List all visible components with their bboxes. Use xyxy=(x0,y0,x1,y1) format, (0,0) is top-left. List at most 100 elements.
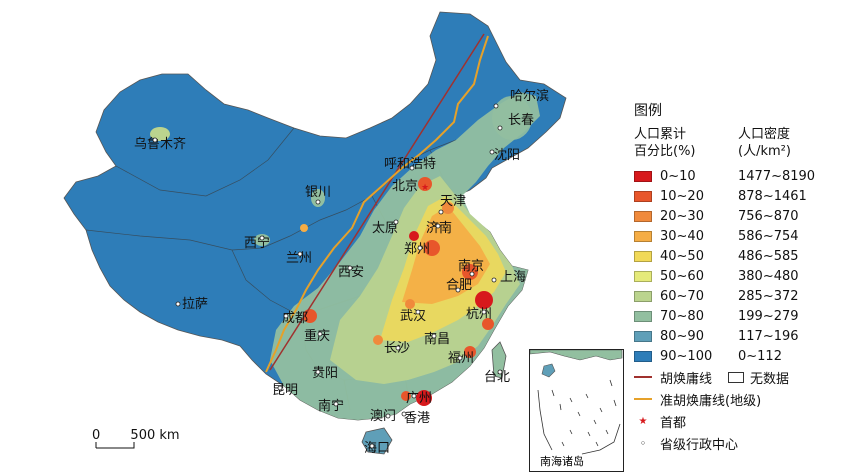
legend-provincial-center: ◦ 省级行政中心 xyxy=(634,432,850,454)
legend-row: 10~20 878~1461 xyxy=(634,186,850,206)
legend-density: 199~279 xyxy=(738,308,799,324)
inset-label: 南海诸岛 xyxy=(540,455,584,468)
urumqi-patch xyxy=(150,127,170,141)
scale-distance: 500 km xyxy=(130,428,180,443)
provincial-centre-markers xyxy=(152,103,503,449)
inset-islands xyxy=(537,379,621,455)
city-wuhan: 武汉 xyxy=(400,309,426,324)
legend-pct: 0~10 xyxy=(660,168,696,184)
legend-density: 285~372 xyxy=(738,288,799,304)
legend-header: 人口累计 百分比(%) 人口密度 (人/km²) xyxy=(634,126,850,160)
city-hongkong: 香港 xyxy=(404,411,430,426)
city-xining: 西宁 xyxy=(244,235,270,251)
city-urumqi: 乌鲁木齐 xyxy=(134,136,186,152)
city-beijing: 北京 xyxy=(392,179,418,194)
legend-pct: 50~60 xyxy=(660,268,704,284)
yinchuan-patch xyxy=(311,189,325,207)
legend-rows: 0~10 1477~8190 10~20 878~1461 20~30 756~870 30… xyxy=(634,166,850,366)
city-hefei: 合肥 xyxy=(446,278,472,293)
city-lhasa: 拉萨 xyxy=(182,297,208,312)
city-hohhot: 呼和浩特 xyxy=(384,157,436,172)
legend-swatch xyxy=(634,330,652,342)
legend-row: 70~80 199~279 xyxy=(634,306,850,326)
city-xian: 西安 xyxy=(338,265,364,280)
scale-zero: 0 xyxy=(92,428,101,443)
legend-row: 90~100 0~112 xyxy=(634,346,850,366)
legend-density: 380~480 xyxy=(738,268,799,284)
city-shanghai: 上海 xyxy=(500,270,526,285)
city-taipei: 台北 xyxy=(484,370,510,385)
legend-capital: ★ 首都 xyxy=(634,410,850,432)
quasi-hu-line xyxy=(265,35,489,373)
city-guangzhou: 广州 xyxy=(406,391,432,406)
city-harbin: 哈尔滨 xyxy=(510,88,549,104)
legend-swatch xyxy=(634,250,652,262)
city-chengdu: 成都 xyxy=(282,311,308,326)
provincial-center-icon: ◦ xyxy=(639,436,647,450)
capital-star-icon: ★ xyxy=(638,415,648,427)
city-nanning: 南宁 xyxy=(318,398,344,414)
capital-star: ★ xyxy=(421,183,429,193)
legend-title: 图例 xyxy=(634,103,662,119)
south-china-sea-inset: 南海诸岛 xyxy=(529,349,624,472)
legend-pct: 10~20 xyxy=(660,188,704,204)
legend-density: 1477~8190 xyxy=(738,168,816,184)
legend-row: 80~90 117~196 xyxy=(634,326,850,346)
legend-row: 0~10 1477~8190 xyxy=(634,166,850,186)
city-guiyang: 贵阳 xyxy=(312,366,338,381)
inset-hainan xyxy=(541,363,556,378)
city-taiyuan: 太原 xyxy=(372,221,398,236)
no-data-swatch xyxy=(728,371,745,383)
legend-density: 756~870 xyxy=(738,208,799,224)
quasi-line-label: 准胡焕庸线(地级) xyxy=(660,393,762,409)
legend-hu-line: 胡焕庸线 无数据 xyxy=(634,366,850,388)
city-yinchuan: 银川 xyxy=(305,185,331,200)
legend-swatch xyxy=(634,190,652,202)
inset-map xyxy=(529,349,623,455)
inset-coast xyxy=(529,349,623,361)
legend-quasi-line: 准胡焕庸线(地级) xyxy=(634,388,850,410)
legend-pct: 60~70 xyxy=(660,288,704,304)
legend-swatch xyxy=(634,310,652,322)
high-density-spots xyxy=(300,177,494,406)
no-data-label: 无数据 xyxy=(750,371,790,387)
taiwan-island xyxy=(491,341,507,379)
legend-density: 486~585 xyxy=(738,248,799,264)
legend-col-density-header: 人口密度 (人/km²) xyxy=(738,127,791,159)
legend-density: 117~196 xyxy=(738,328,799,344)
city-haikou: 海口 xyxy=(364,441,390,456)
scale-bar xyxy=(95,442,135,449)
hainan-island xyxy=(361,427,393,455)
legend-row: 50~60 380~480 xyxy=(634,266,850,286)
hu-line-swatch xyxy=(634,376,652,378)
city-lanzhou: 兰州 xyxy=(286,251,312,266)
legend-row: 30~40 586~754 xyxy=(634,226,850,246)
legend-row: 40~50 486~585 xyxy=(634,246,850,266)
legend-col-pct-header: 人口累计 百分比(%) xyxy=(634,127,696,159)
legend-swatch xyxy=(634,170,652,182)
legend-swatch xyxy=(634,210,652,222)
city-nanjing: 南京 xyxy=(458,258,484,274)
city-zhengzhou: 郑州 xyxy=(404,242,430,257)
capital-label: 首都 xyxy=(660,415,687,431)
legend-pct: 80~90 xyxy=(660,328,704,344)
hu-line xyxy=(269,33,485,371)
legend-row: 60~70 285~372 xyxy=(634,286,850,306)
legend-density: 586~754 xyxy=(738,228,799,244)
provincial-center-label: 省级行政中心 xyxy=(660,437,739,453)
legend-pct: 40~50 xyxy=(660,248,704,264)
legend-pct: 20~30 xyxy=(660,208,704,224)
legend-swatch xyxy=(634,230,652,242)
legend-swatch xyxy=(634,350,652,362)
city-shenyang: 沈阳 xyxy=(494,148,520,163)
city-chongqing: 重庆 xyxy=(304,328,330,344)
city-changchun: 长春 xyxy=(508,113,534,128)
legend: 图例 人口累计 百分比(%) 人口密度 (人/km²) 0~10 1477~819… xyxy=(634,100,850,454)
scale-label: 0 500 km xyxy=(92,428,180,443)
city-tianjin: 天津 xyxy=(440,194,466,209)
legend-pct: 70~80 xyxy=(660,308,704,324)
quasi-line-swatch xyxy=(634,398,652,400)
legend-density: 0~112 xyxy=(738,348,782,364)
legend-row: 20~30 756~870 xyxy=(634,206,850,226)
